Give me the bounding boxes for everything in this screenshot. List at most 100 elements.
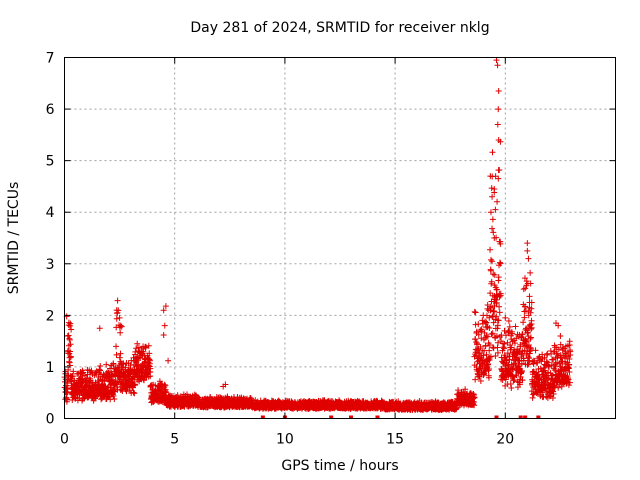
data-point xyxy=(132,382,139,389)
y-tick-label: 2 xyxy=(46,308,55,324)
data-point xyxy=(524,247,531,254)
data-point xyxy=(64,396,71,403)
data-point xyxy=(522,285,529,292)
data-point xyxy=(482,343,489,350)
data-point xyxy=(526,293,533,300)
data-point xyxy=(527,334,534,341)
data-point xyxy=(135,361,142,368)
y-tick-label: 4 xyxy=(46,205,55,221)
grid xyxy=(64,57,616,419)
data-point xyxy=(494,62,501,69)
data-point xyxy=(133,345,140,352)
data-point xyxy=(140,377,147,384)
data-point xyxy=(114,384,121,391)
data-point xyxy=(113,343,120,350)
data-point xyxy=(146,357,153,364)
data-point xyxy=(508,384,515,391)
data-point xyxy=(494,121,501,128)
data-point xyxy=(96,366,103,373)
y-axis-title: SRMTID / TECUs xyxy=(6,182,22,295)
data-point xyxy=(68,326,75,333)
data-point xyxy=(472,309,479,316)
data-point xyxy=(557,332,564,339)
data-point xyxy=(505,317,512,324)
y-tick-label: 1 xyxy=(46,360,55,376)
data-point xyxy=(117,350,124,357)
data-point xyxy=(532,347,539,354)
data-point xyxy=(502,314,509,321)
x-tick-label: 15 xyxy=(386,432,404,448)
x-axis-title: GPS time / hours xyxy=(281,458,398,474)
data-point xyxy=(489,149,496,156)
data-point xyxy=(529,394,536,401)
data-point xyxy=(520,319,527,326)
data-point xyxy=(161,381,168,388)
data-point xyxy=(67,341,74,348)
data-point xyxy=(174,392,181,399)
data-point xyxy=(161,322,168,329)
data-point xyxy=(495,88,502,95)
y-tick-label: 0 xyxy=(46,412,55,428)
data-point xyxy=(160,331,167,338)
data-point xyxy=(64,380,71,387)
data-point xyxy=(65,366,72,373)
data-point xyxy=(471,308,478,315)
data-point xyxy=(114,297,121,304)
data-point xyxy=(495,106,502,113)
data-point xyxy=(472,376,479,383)
data-point xyxy=(487,246,494,253)
data-point xyxy=(487,290,494,297)
x-tick-label: 5 xyxy=(170,432,179,448)
data-point xyxy=(520,286,527,293)
data-point xyxy=(512,323,519,330)
data-point xyxy=(496,309,503,316)
data-point xyxy=(113,351,120,358)
data-point xyxy=(78,370,85,377)
data-point xyxy=(495,339,502,346)
data-point xyxy=(527,269,534,276)
data-point xyxy=(146,350,153,357)
data-point xyxy=(494,198,501,205)
data-point xyxy=(147,365,154,372)
data-point xyxy=(110,360,117,367)
chart-title: Day 281 of 2024, SRMTID for receiver nkl… xyxy=(190,20,489,36)
data-point xyxy=(130,389,137,396)
data-point xyxy=(67,362,74,369)
data-point xyxy=(100,371,107,378)
x-tick-label: 0 xyxy=(60,432,69,448)
data-point xyxy=(118,323,125,330)
data-point xyxy=(525,255,532,262)
data-point xyxy=(145,342,152,349)
y-tick-label: 6 xyxy=(46,102,55,118)
data-point xyxy=(488,256,495,263)
data-point xyxy=(501,340,508,347)
data-point xyxy=(131,390,138,397)
data-point xyxy=(64,385,71,392)
data-point xyxy=(65,332,72,339)
y-tick-label: 3 xyxy=(46,257,55,273)
data-point xyxy=(113,381,120,388)
data-point xyxy=(116,354,123,361)
data-point xyxy=(67,353,74,360)
data-point xyxy=(97,363,104,370)
data-point xyxy=(165,357,172,364)
data-point xyxy=(494,344,501,351)
y-tick-label: 5 xyxy=(46,154,55,170)
data-point xyxy=(66,335,73,342)
data-point xyxy=(120,360,127,367)
data-point xyxy=(109,376,116,383)
data-point xyxy=(111,396,118,403)
data-point xyxy=(103,361,110,368)
y-tick-label: 7 xyxy=(46,51,55,67)
data-point xyxy=(489,225,496,232)
x-tick-label: 10 xyxy=(276,432,294,448)
data-point xyxy=(65,342,72,349)
data-point xyxy=(113,315,120,322)
data-point xyxy=(142,343,149,350)
data-point xyxy=(122,364,129,371)
data-point xyxy=(135,344,142,351)
data-point xyxy=(496,166,503,173)
data-point xyxy=(131,374,138,381)
data-point xyxy=(67,320,74,327)
